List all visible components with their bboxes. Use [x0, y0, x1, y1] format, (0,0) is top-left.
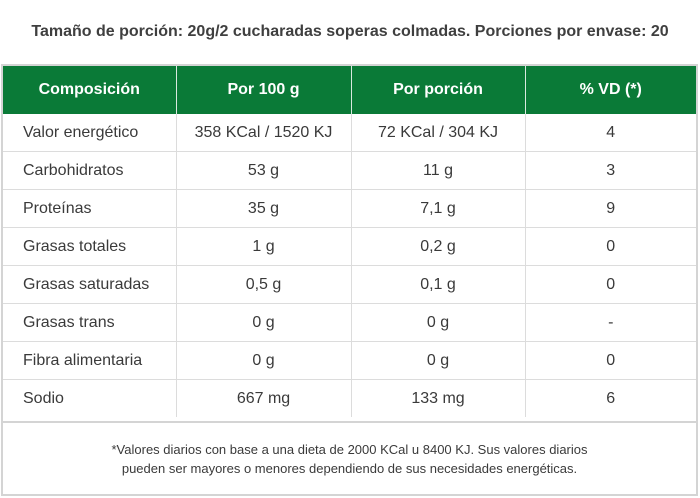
- daily-value-percent: 9: [525, 189, 696, 228]
- table-row: Fibra alimentaria 0 g 0 g 0: [3, 341, 696, 380]
- value-per-100g: 0 g: [176, 341, 352, 380]
- nutrient-name: Valor energético: [3, 114, 177, 152]
- value-per-serving: 0 g: [351, 303, 526, 342]
- nutrient-name: Grasas trans: [3, 303, 177, 342]
- value-per-serving: 72 KCal / 304 KJ: [351, 114, 526, 152]
- nutrient-name: Fibra alimentaria: [3, 341, 177, 380]
- column-header-daily-value: % VD (*): [525, 66, 696, 114]
- nutrient-name: Grasas saturadas: [3, 265, 177, 304]
- value-per-100g: 53 g: [176, 151, 352, 190]
- daily-value-percent: 0: [525, 265, 696, 304]
- table-row: Sodio 667 mg 133 mg 6: [3, 379, 696, 417]
- footnote-line: pueden ser mayores o menores dependiendo…: [121, 460, 578, 476]
- daily-value-percent: -: [525, 303, 696, 342]
- value-per-serving: 0 g: [351, 341, 526, 380]
- nutrient-name: Carbohidratos: [3, 151, 177, 190]
- nutrient-name: Sodio: [3, 379, 177, 417]
- nutrient-name: Grasas totales: [3, 227, 177, 266]
- daily-value-percent: 3: [525, 151, 696, 190]
- table-row: Grasas saturadas 0,5 g 0,1 g 0: [3, 265, 696, 304]
- value-per-100g: 358 KCal / 1520 KJ: [176, 114, 352, 152]
- value-per-100g: 0 g: [176, 303, 352, 342]
- nutrition-table-container: Composición Por 100 g Por porción % VD (…: [1, 64, 698, 496]
- table-row: Proteínas 35 g 7,1 g 9: [3, 189, 696, 228]
- daily-value-footnote: *Valores diarios con base a una dieta de…: [3, 421, 696, 494]
- column-header-per-serving: Por porción: [351, 66, 526, 114]
- table-row: Grasas trans 0 g 0 g -: [3, 303, 696, 342]
- footnote-line: *Valores diarios con base a una dieta de…: [111, 441, 588, 457]
- serving-size-info: Tamaño de porción: 20g/2 cucharadas sope…: [31, 23, 669, 40]
- value-per-serving: 0,1 g: [351, 265, 526, 304]
- value-per-serving: 7,1 g: [351, 189, 526, 228]
- value-per-100g: 0,5 g: [176, 265, 352, 304]
- column-header-per-100g: Por 100 g: [176, 66, 352, 114]
- value-per-100g: 667 mg: [176, 379, 352, 417]
- value-per-100g: 35 g: [176, 189, 352, 228]
- value-per-100g: 1 g: [176, 227, 352, 266]
- daily-value-percent: 4: [525, 114, 696, 152]
- nutrient-name: Proteínas: [3, 189, 177, 228]
- daily-value-percent: 6: [606, 389, 616, 407]
- table-row: Grasas totales 1 g 0,2 g 0: [3, 227, 696, 266]
- daily-value-percent: 0: [525, 227, 696, 266]
- table-row: Valor energético 358 KCal / 1520 KJ 72 K…: [3, 114, 696, 152]
- table-header-row: Composición Por 100 g Por porción % VD (…: [3, 66, 696, 114]
- value-per-serving: 133 mg: [351, 379, 526, 417]
- nutrition-table: Composición Por 100 g Por porción % VD (…: [3, 66, 696, 417]
- daily-value-percent: 0: [525, 341, 696, 380]
- column-header-composition: Composición: [3, 66, 177, 114]
- value-per-serving: 11 g: [351, 151, 526, 190]
- table-row: Carbohidratos 53 g 11 g 3: [3, 151, 696, 190]
- value-per-serving: 0,2 g: [351, 227, 526, 266]
